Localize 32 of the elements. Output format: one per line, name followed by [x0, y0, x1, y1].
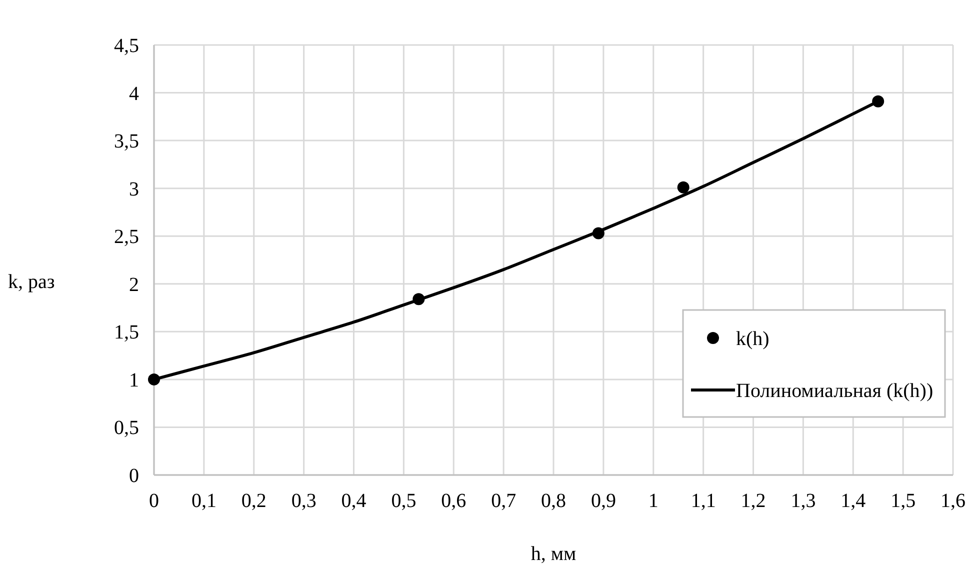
y-tick-label: 3: [129, 178, 139, 200]
x-tick-label: 0,6: [441, 490, 466, 512]
y-tick-label: 1: [129, 369, 139, 392]
x-axis-title: h, мм: [530, 543, 576, 565]
y-tick-label: 4,5: [114, 35, 139, 57]
x-tick-label: 1,6: [940, 490, 966, 512]
y-tick-label: 3,5: [114, 130, 139, 153]
x-tick-label: 0,3: [291, 490, 316, 512]
y-tick-label: 4: [129, 82, 139, 105]
x-tick-label: 1,2: [740, 490, 766, 512]
y-tick-label: 0: [129, 465, 139, 487]
x-tick-label: 0,9: [590, 490, 616, 512]
x-tick-label: 0: [149, 490, 159, 512]
x-tick-label: 0,7: [491, 490, 516, 512]
legend-label: Полиномиальная (k(h)): [736, 380, 934, 402]
legend-label: k(h): [736, 328, 770, 350]
x-tick-label: 0,2: [241, 490, 266, 512]
y-tick-label: 0,5: [114, 417, 139, 440]
x-tick-label: 0,1: [191, 490, 216, 512]
x-tick-label: 1,1: [690, 490, 716, 512]
x-tick-label: 1,5: [890, 490, 916, 512]
x-tick-label: 1: [648, 490, 658, 512]
x-tick-label: 1,4: [840, 490, 866, 512]
x-tick-label: 0,5: [391, 490, 416, 512]
x-tick-label: 0,8: [541, 490, 566, 512]
y-tick-label: 2: [129, 274, 139, 296]
point: [677, 181, 690, 194]
y-tick-label: 1,5: [114, 322, 139, 344]
x-tick-label: 0,4: [341, 490, 366, 512]
y-tick-label: 2,5: [114, 226, 139, 248]
x-tick-label: 1,3: [790, 490, 816, 512]
y-axis-title: k, раз: [8, 271, 55, 293]
